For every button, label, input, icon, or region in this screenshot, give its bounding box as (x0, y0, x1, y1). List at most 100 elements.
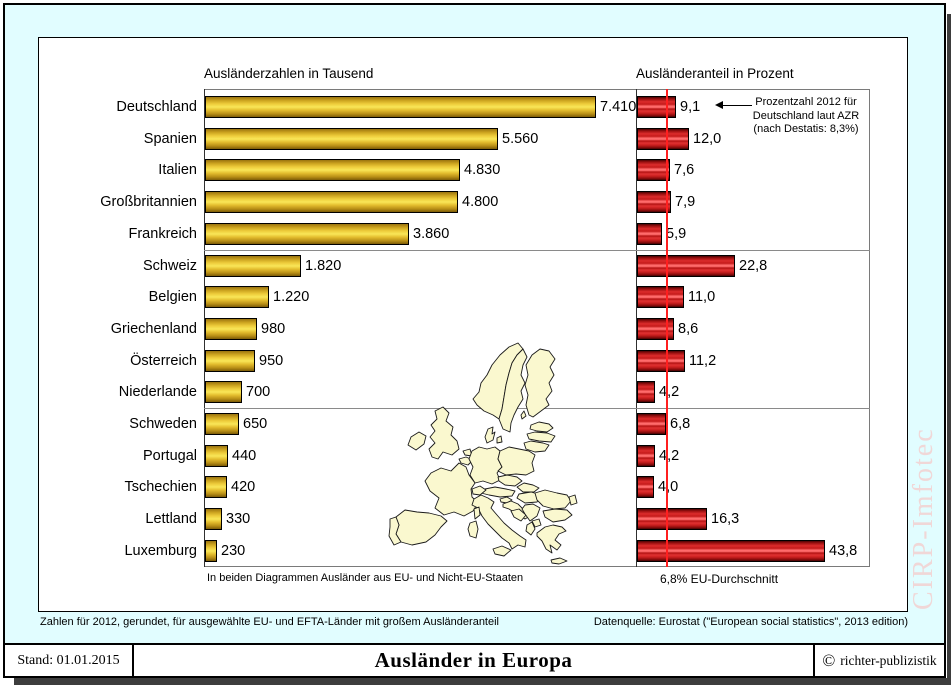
stand-date: Stand: 01.01.2015 (17, 652, 120, 668)
percent-value: 16,3 (711, 511, 740, 527)
country-label: Frankreich (128, 226, 198, 242)
thousands-bar (205, 286, 269, 308)
percent-value: 11,2 (689, 353, 717, 369)
percent-bar (637, 413, 666, 435)
group-divider-line (204, 250, 870, 251)
country-label: Schweden (129, 416, 197, 432)
copyright-icon: © (822, 650, 836, 670)
thousands-bar (205, 445, 228, 467)
annotation-line-2: Deutschland laut AZR (752, 109, 860, 122)
percent-bar (637, 381, 655, 403)
country-label: Großbritannien (100, 194, 197, 210)
thousands-bar (205, 223, 409, 245)
percent-value: 6,8 (670, 416, 691, 432)
thousands-value: 1.220 (273, 289, 310, 305)
percent-value: 5,9 (666, 226, 687, 242)
thousands-value: 950 (259, 353, 284, 369)
country-label: Österreich (130, 353, 197, 369)
copyright-text: richter-publizistik (840, 652, 937, 668)
percent-bar (637, 223, 662, 245)
thousands-chart-note: In beiden Diagrammen Ausländer aus EU- u… (207, 572, 524, 584)
thousands-chart-title: Ausländerzahlen in Tausend (204, 66, 374, 81)
eu-average-note: 6,8% EU-Durchschnitt (660, 572, 779, 586)
percent-value: 22,8 (739, 258, 768, 274)
country-label: Schweiz (143, 258, 197, 274)
thousands-bar (205, 159, 460, 181)
thousands-bar (205, 350, 255, 372)
drop-shadow-bottom (14, 678, 951, 685)
percent-bar (637, 350, 685, 372)
percent-bar (637, 96, 676, 118)
thousands-value: 420 (231, 479, 256, 495)
chart-panel: Ausländerzahlen in Tausend Ausländerante… (38, 37, 908, 612)
percent-bar (637, 128, 689, 150)
drop-shadow-right (947, 14, 951, 678)
footnote-left: Zahlen für 2012, gerundet, für ausgewähl… (40, 616, 499, 628)
country-label: Lettland (145, 511, 197, 527)
thousands-bar (205, 128, 498, 150)
annotation-line-1: Prozentzahl 2012 für (755, 96, 857, 108)
percent-bar (637, 476, 654, 498)
percent-value: 43,8 (829, 543, 858, 559)
thousands-bar (205, 191, 458, 213)
thousands-bar (205, 476, 227, 498)
eu-average-line (666, 89, 668, 567)
percent-bar (637, 255, 735, 277)
country-label: Griechenland (110, 321, 197, 337)
page-title: Ausländer in Europa (374, 648, 573, 672)
thousands-bar (205, 96, 596, 118)
percent-bar (637, 159, 670, 181)
percent-bar (637, 540, 825, 562)
thousands-value: 650 (243, 416, 268, 432)
footnote-source: Datenquelle: Eurostat ("European social … (593, 616, 908, 628)
country-label: Deutschland (116, 99, 197, 115)
country-label: Spanien (143, 131, 197, 147)
thousands-bar (205, 255, 301, 277)
percent-bar (637, 508, 707, 530)
annotation-line-3: (nach Destatis: 8,3%) (753, 123, 859, 135)
country-label: Italien (158, 162, 197, 178)
percent-value: 4,2 (659, 384, 680, 400)
thousands-value: 4.830 (464, 162, 501, 178)
country-label: Luxemburg (124, 543, 197, 559)
percent-value: 12,0 (693, 131, 722, 147)
thousands-value: 980 (261, 321, 286, 337)
country-label: Tschechien (124, 479, 197, 495)
country-label: Portugal (142, 448, 197, 464)
copyright-cell: © richter-publizistik (813, 643, 946, 678)
percent-value: 9,1 (680, 99, 701, 115)
percent-value: 4,2 (659, 448, 680, 464)
percent-value: 7,9 (675, 194, 696, 210)
thousands-bar (205, 508, 222, 530)
thousands-axis (204, 89, 205, 567)
annotation-arrow (722, 105, 752, 106)
arrow-left-icon (715, 101, 723, 109)
country-label: Niederlande (118, 384, 197, 400)
thousands-value: 230 (221, 543, 246, 559)
thousands-value: 7.410 (600, 99, 637, 115)
thousands-value: 3.860 (413, 226, 450, 242)
page-title-cell: Ausländer in Europa (132, 643, 815, 678)
percent-bar (637, 318, 674, 340)
thousands-value: 4.800 (462, 194, 499, 210)
thousands-value: 5.560 (502, 131, 539, 147)
europe-map (388, 342, 578, 565)
percent-value: 4,0 (658, 479, 679, 495)
percent-value: 8,6 (678, 321, 699, 337)
percent-bar (637, 191, 671, 213)
percent-bar (637, 445, 655, 467)
thousands-value: 700 (246, 384, 271, 400)
thousands-bar (205, 413, 239, 435)
country-label: Belgien (148, 289, 197, 305)
thousands-value: 1.820 (305, 258, 342, 274)
thousands-bar (205, 540, 217, 562)
percent-value: 11,0 (688, 289, 716, 305)
percent-chart-title: Ausländeranteil in Prozent (636, 66, 794, 81)
thousands-value: 330 (226, 511, 251, 527)
percent-value: 7,6 (674, 162, 695, 178)
annotation-azr: Prozentzahl 2012 für Deutschland laut AZ… (739, 96, 873, 137)
watermark: CIRP-Imfotec (908, 427, 939, 610)
thousands-bar (205, 381, 242, 403)
stand-date-cell: Stand: 01.01.2015 (3, 643, 134, 678)
